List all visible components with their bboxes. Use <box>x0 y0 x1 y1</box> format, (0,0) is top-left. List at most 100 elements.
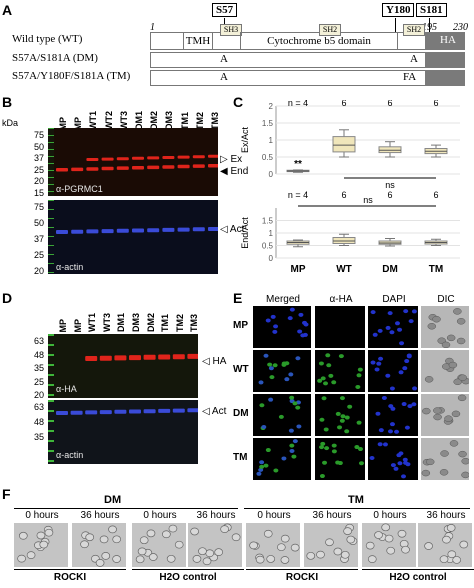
cell <box>276 543 286 552</box>
kda-scale-d-top: 63 48 35 25 20 <box>20 334 46 400</box>
cell <box>449 440 459 447</box>
cell <box>296 424 302 429</box>
f-micrograph <box>418 523 472 567</box>
cond-line <box>14 569 126 570</box>
cell <box>406 354 412 359</box>
cell <box>321 396 327 401</box>
cell <box>382 442 388 447</box>
cell <box>26 551 36 559</box>
cell <box>446 524 456 532</box>
ladder-d-top <box>48 334 54 398</box>
kda-tick: 25 <box>33 164 44 175</box>
cell <box>340 414 346 419</box>
cell <box>412 386 418 391</box>
cell <box>281 456 287 461</box>
cell <box>289 395 295 400</box>
cell <box>291 454 297 459</box>
cell <box>439 555 449 564</box>
cell <box>324 317 330 322</box>
antibody-actin-b: α-actin <box>56 262 84 272</box>
ex-band <box>162 156 175 159</box>
panel-label-b: B <box>2 94 13 110</box>
cell <box>331 339 337 344</box>
row-label-e: TM <box>233 452 248 463</box>
cell <box>397 529 407 538</box>
col-ha: α-HA <box>329 294 353 305</box>
time-label: 0 hours <box>143 510 177 521</box>
micrograph <box>368 394 418 436</box>
cell <box>220 525 229 533</box>
micrograph <box>421 394 469 436</box>
cell <box>112 555 121 563</box>
cell <box>387 311 393 316</box>
cell <box>258 467 264 472</box>
cell <box>324 446 330 451</box>
end-text: End <box>230 166 249 177</box>
cell <box>358 461 364 466</box>
time-label: 36 hours <box>312 510 352 521</box>
cell <box>284 361 290 366</box>
cell <box>407 404 413 409</box>
actin-band <box>101 229 114 234</box>
n-label: 6 <box>387 100 392 108</box>
cell <box>202 557 212 566</box>
micrograph <box>253 350 311 392</box>
cell <box>447 550 457 559</box>
cell <box>394 429 400 434</box>
cell <box>398 370 404 375</box>
cell <box>298 312 304 317</box>
f-micrograph <box>304 523 358 567</box>
n-label: n = 4 <box>288 190 308 200</box>
cond-label: H2O control <box>389 572 447 583</box>
actin-band <box>158 408 171 413</box>
cell <box>425 458 435 466</box>
n-label: 6 <box>387 190 392 200</box>
lane-labels-b: MP MP WT1 WT2 WT3 DM1 DM2 DM3 TM1 TM2 TM3 <box>52 110 222 130</box>
ex-band <box>208 154 218 158</box>
n-label: n = 4 <box>288 100 308 108</box>
cell <box>85 533 95 542</box>
time-label: 0 hours <box>25 510 59 521</box>
cell <box>398 451 404 456</box>
col-merged: Merged <box>266 294 300 305</box>
kda-scale-b-top: 75 50 37 25 20 15 <box>20 128 46 198</box>
cell <box>268 366 274 371</box>
micrograph <box>253 306 311 348</box>
cell <box>422 407 431 415</box>
end-band <box>162 165 175 169</box>
y-tick-label: 0.5 <box>262 153 274 162</box>
kda-tick: 75 <box>33 202 44 212</box>
cell <box>441 341 451 349</box>
cell <box>319 474 325 479</box>
cell <box>397 461 403 466</box>
cell <box>269 375 275 380</box>
end-label: ◀ End <box>220 166 249 177</box>
cell <box>345 337 351 342</box>
dm-mut-2: A <box>410 53 418 65</box>
actin-band <box>172 408 185 413</box>
cell <box>146 529 156 538</box>
cell <box>342 309 348 314</box>
cell <box>162 530 171 539</box>
actin-band <box>114 409 127 414</box>
cell <box>401 402 407 407</box>
cell <box>255 555 265 564</box>
wt-ha-tag <box>425 32 465 50</box>
cell <box>338 354 344 359</box>
f-micrograph <box>14 523 68 567</box>
cell <box>270 314 276 319</box>
cell <box>458 450 467 458</box>
cell <box>378 428 384 433</box>
cell <box>339 396 345 401</box>
lane-label: WT3 <box>101 313 112 332</box>
ha-band <box>114 355 127 361</box>
time-label: 36 hours <box>80 510 120 521</box>
actin-band <box>56 230 68 234</box>
cell <box>356 373 362 378</box>
end-band <box>71 167 84 172</box>
micrograph <box>253 438 311 480</box>
kda-tick: 75 <box>33 130 44 140</box>
dm-bar <box>150 52 427 68</box>
actin-band <box>85 410 98 415</box>
actin-band <box>208 227 218 231</box>
